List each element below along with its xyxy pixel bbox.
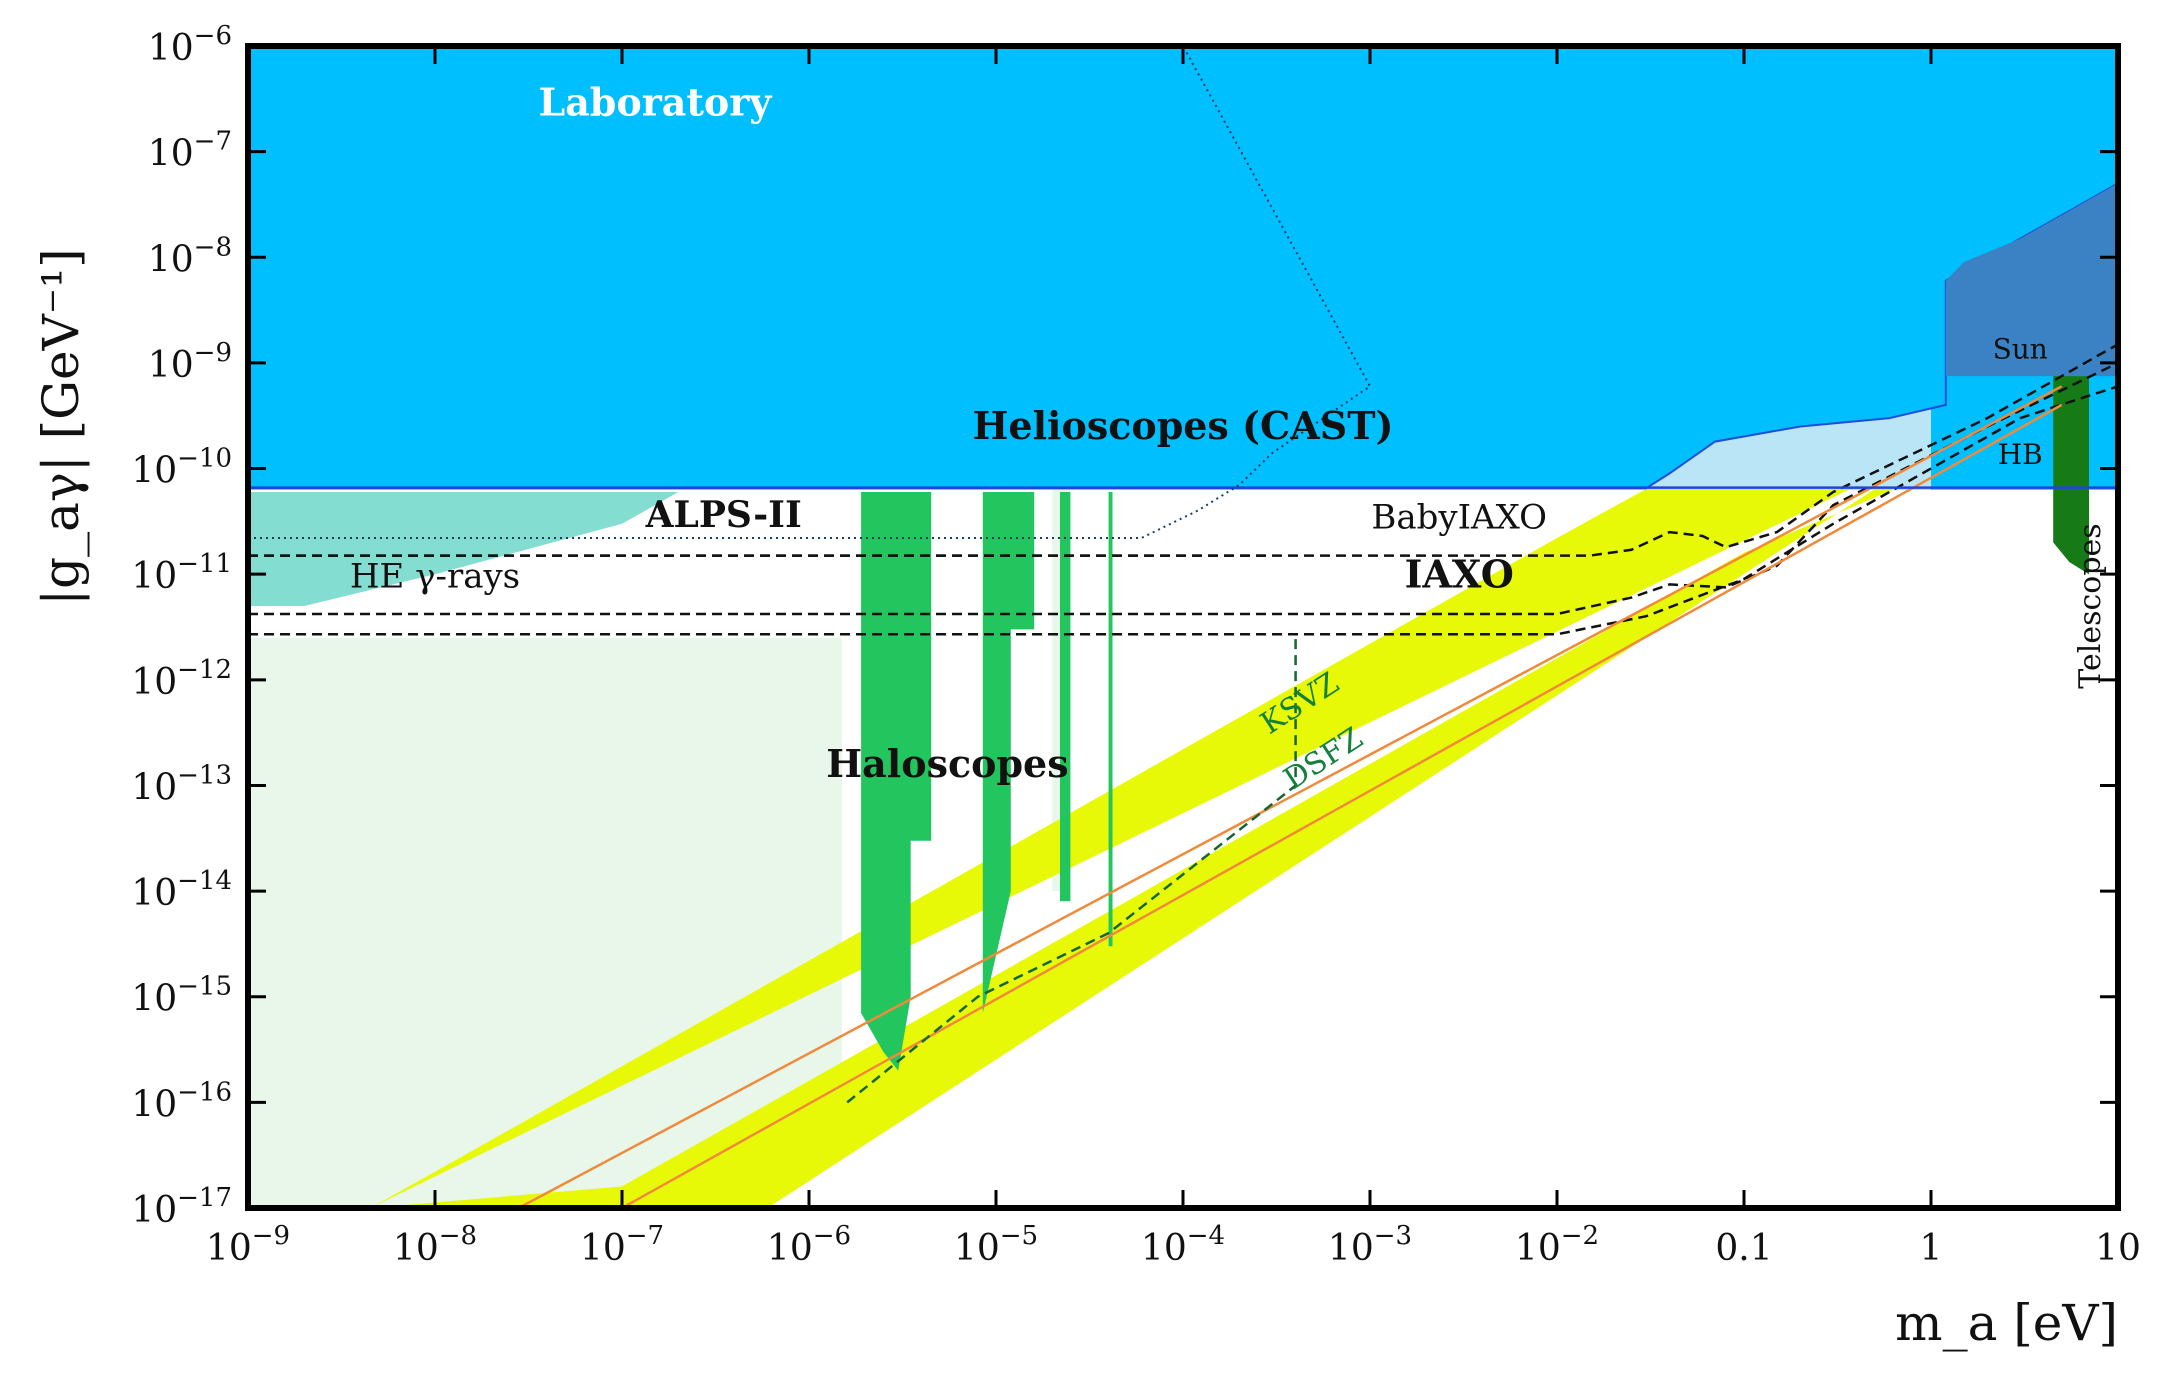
y-tick-label: 10−12 <box>131 655 232 703</box>
label-he-rays: HE γ-rays <box>350 556 520 596</box>
region-he-gamma-band <box>248 637 768 1208</box>
label-hb: HB <box>1998 438 2043 471</box>
y-axis-title: |g_aγ| [GeV⁻¹] <box>32 248 90 605</box>
y-tick-label: 10−15 <box>131 972 232 1020</box>
x-axis-ticks: 10−9 10−8 10−7 10−6 10−5 10−4 10−3 10−2 0.1 1 10 <box>206 46 2141 1269</box>
x-tick-label: 10−6 <box>767 1221 851 1269</box>
x-tick-label: 10 <box>2095 1228 2141 1269</box>
x-tick-label: 10−2 <box>1515 1221 1599 1269</box>
label-helioscopes-cast: Helioscopes (CAST) <box>973 403 1394 448</box>
y-tick-label: 10−6 <box>148 21 232 69</box>
x-tick-label: 10−9 <box>206 1221 290 1269</box>
region-haloscopes <box>861 492 932 1071</box>
region-cast <box>248 46 2118 490</box>
x-tick-label: 10−3 <box>1328 1221 1412 1269</box>
region-he-gamma-blobs <box>248 492 679 606</box>
line-ksvz <box>518 385 2063 1208</box>
x-tick-label: 10−4 <box>1141 1221 1225 1269</box>
label-sun: Sun <box>1993 333 2048 366</box>
y-tick-label: 10−14 <box>131 866 232 914</box>
region-pale-column-1 <box>767 637 842 1126</box>
line-dsfz <box>621 403 2063 1208</box>
y-tick-label: 10−8 <box>148 232 232 280</box>
plot-regions <box>248 46 2118 1208</box>
x-tick-label: 10−7 <box>580 1221 664 1269</box>
line-babyiaxo <box>248 343 2118 557</box>
y-tick-label: 10−17 <box>131 1183 232 1231</box>
y-tick-label: 10−11 <box>131 549 232 597</box>
y-tick-label: 10−10 <box>131 444 232 492</box>
label-babyiaxo: BabyIAXO <box>1371 498 1547 538</box>
y-tick-label: 10−13 <box>131 760 232 808</box>
line-iaxo-low <box>248 385 2118 636</box>
region-haloscopes-4 <box>1108 492 1113 947</box>
x-tick-label: 1 <box>1920 1228 1943 1269</box>
region-sun <box>1945 183 2118 377</box>
region-telescopes <box>2053 376 2089 575</box>
region-qcd-band-upper <box>370 373 2089 1208</box>
label-telescopes: Telescopes <box>2073 523 2108 688</box>
label-haloscopes: Haloscopes <box>826 741 1068 786</box>
label-laboratory: Laboratory <box>538 79 772 124</box>
y-tick-label: 10−16 <box>131 1077 232 1125</box>
x-axis-title: m_a [eV] <box>1895 1294 2118 1352</box>
line-future-haloscope <box>846 637 1297 1104</box>
region-haloscopes-3 <box>1060 492 1071 902</box>
region-haloscopes-2 <box>982 492 1035 1014</box>
y-tick-label: 10−7 <box>148 127 232 175</box>
y-axis-ticks: 10−17 10−16 10−15 10−14 10−13 10−12 10−11 10−10… <box>131 21 2118 1231</box>
x-tick-label: 10−5 <box>954 1221 1038 1269</box>
label-iaxo: IAXO <box>1405 551 1514 596</box>
y-tick-label: 10−9 <box>148 338 232 386</box>
label-alps-ii: ALPS-II <box>645 494 802 536</box>
x-tick-label: 0.1 <box>1715 1228 1772 1269</box>
plot-lines <box>248 46 2118 1208</box>
x-tick-label: 10−8 <box>393 1221 477 1269</box>
